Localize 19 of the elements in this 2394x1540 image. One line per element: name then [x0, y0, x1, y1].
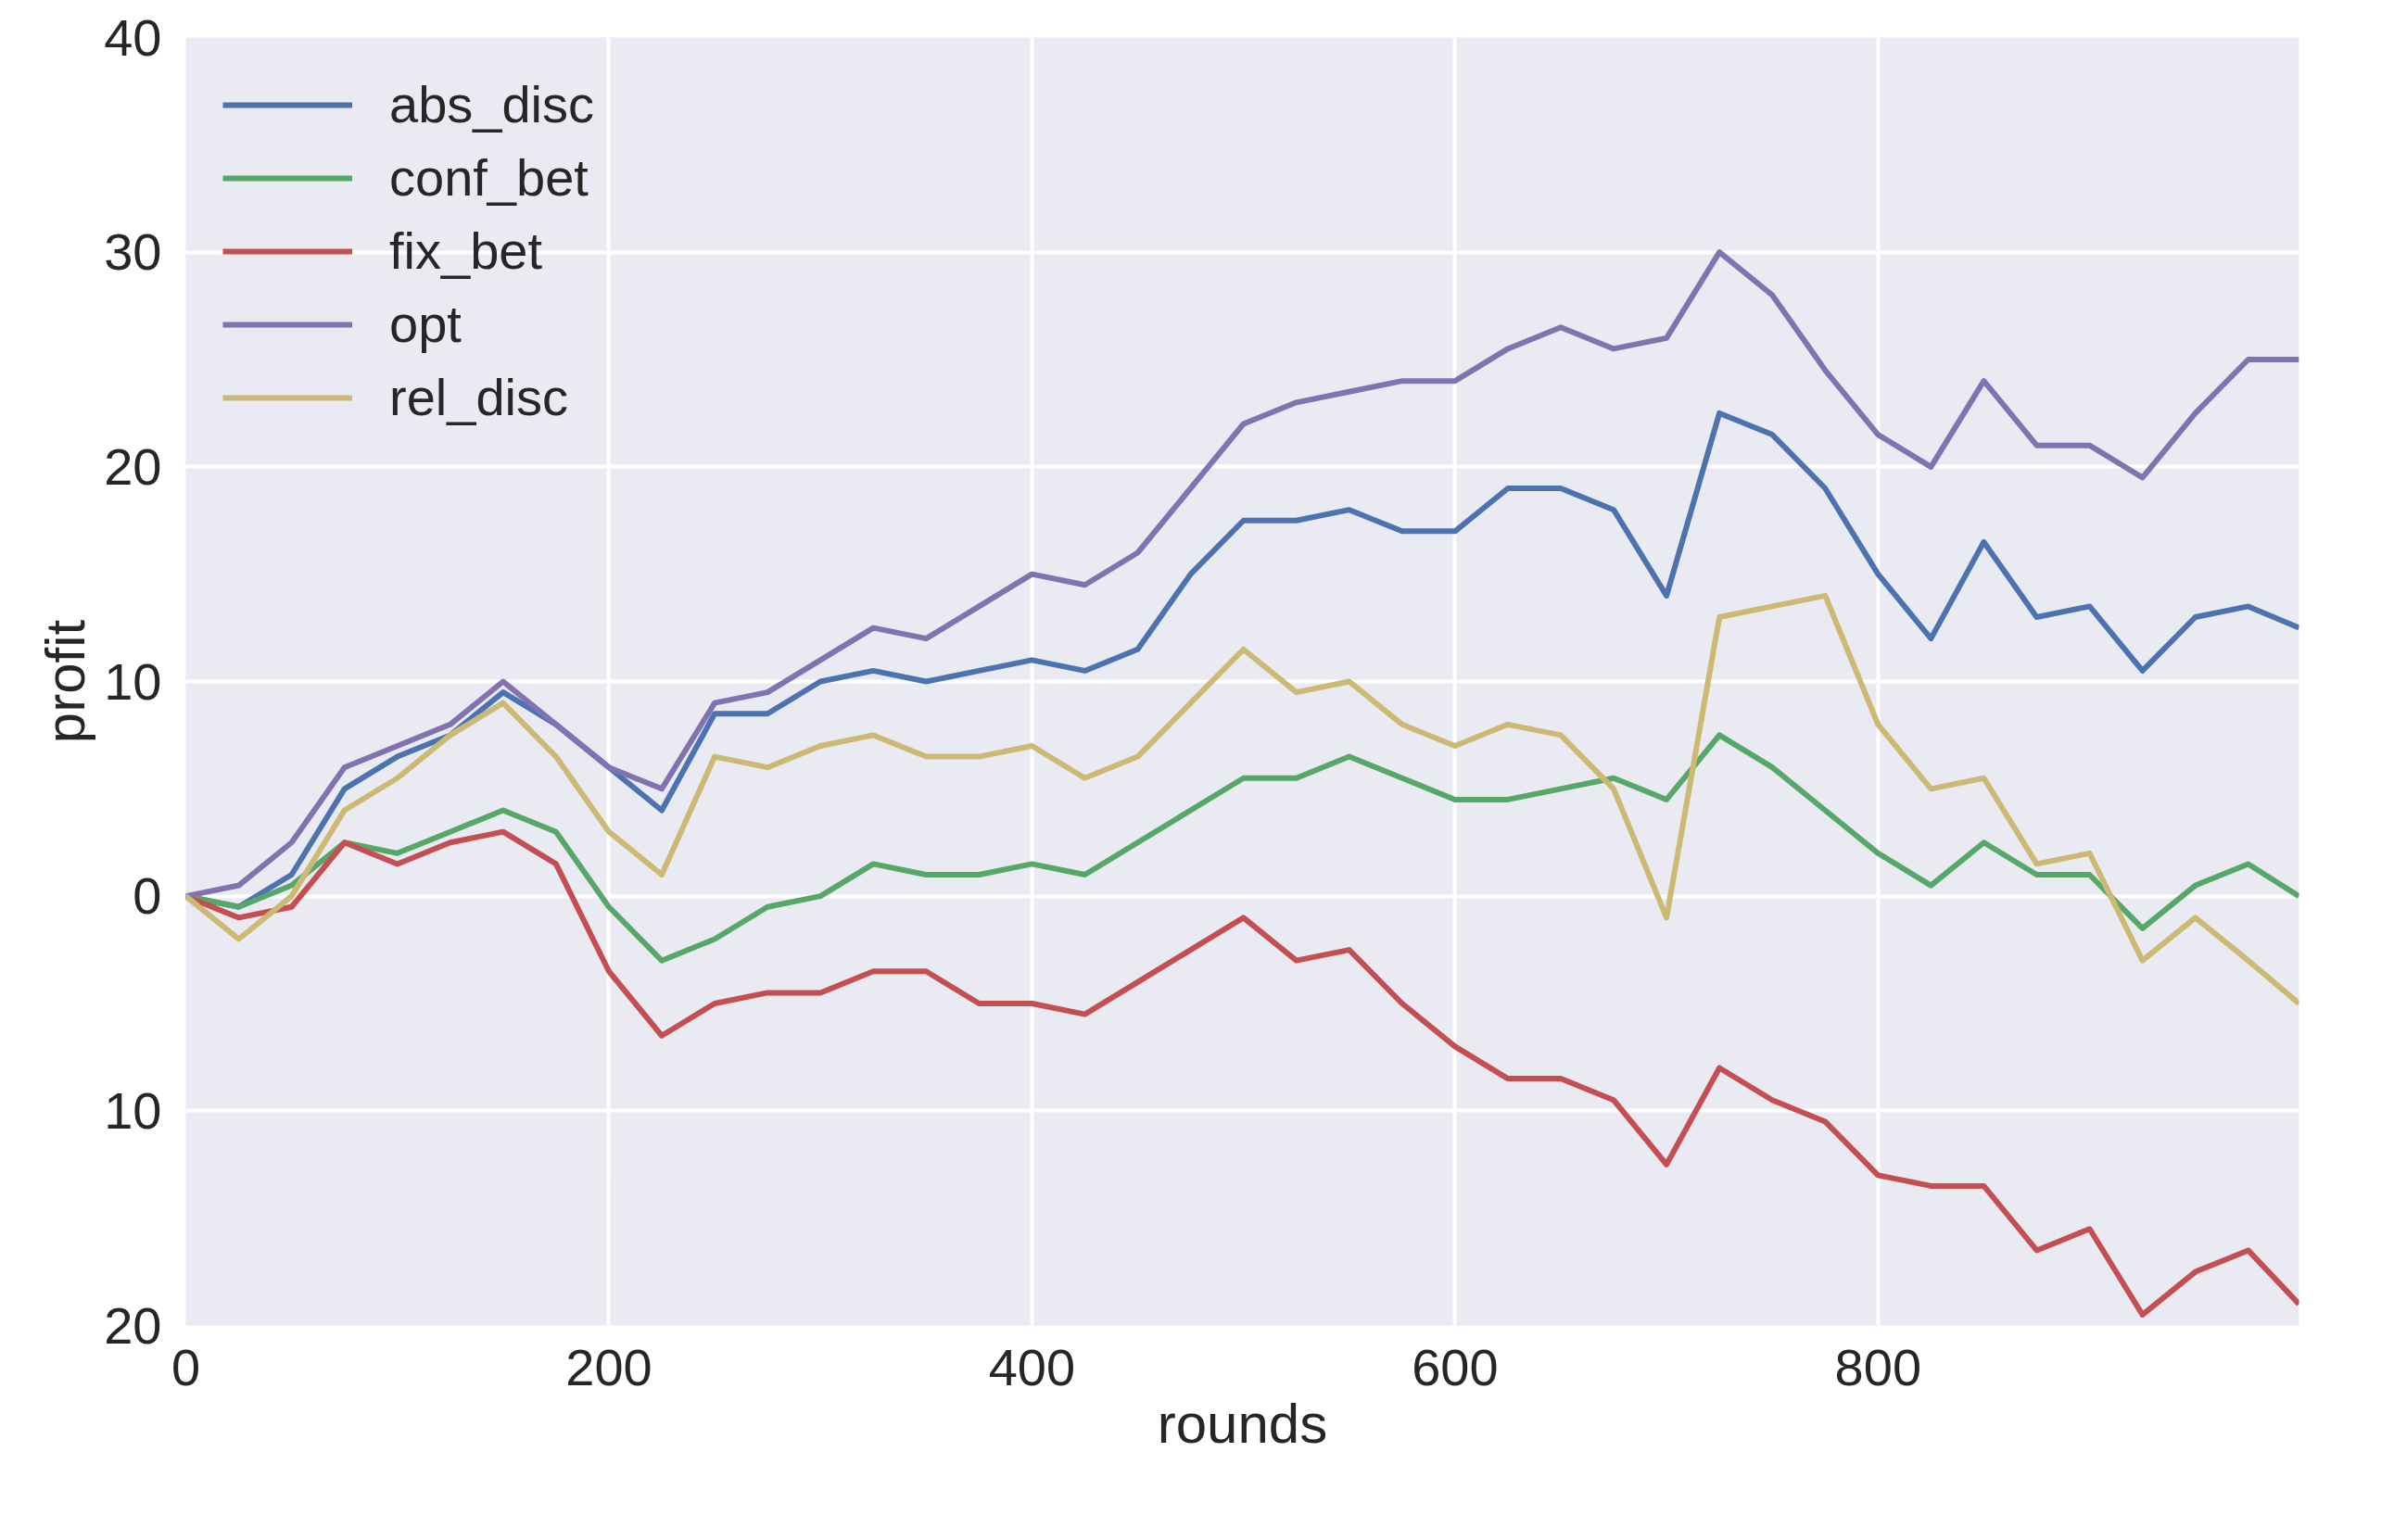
y-tick-label: 10: [104, 651, 162, 711]
y-tick-label: 20: [104, 436, 162, 496]
legend-label: opt: [389, 294, 462, 354]
y-tick-label: 10: [104, 1080, 162, 1140]
x-tick-label: 400: [988, 1337, 1076, 1396]
y-tick-label: 0: [133, 866, 162, 926]
legend-label: abs_disc: [389, 74, 595, 134]
x-tick-label: 200: [565, 1337, 652, 1396]
y-tick-label: 40: [104, 7, 162, 67]
legend-label: fix_bet: [389, 221, 542, 281]
legend-label: conf_bet: [389, 147, 589, 208]
legend-label: rel_disc: [389, 367, 568, 427]
x-axis-title: rounds: [1157, 1392, 1328, 1455]
y-axis-title: profit: [34, 619, 97, 744]
x-tick-label: 0: [171, 1337, 201, 1396]
y-tick-label: 20: [104, 1295, 162, 1355]
x-tick-label: 800: [1834, 1337, 1922, 1396]
x-tick-label: 600: [1412, 1337, 1499, 1396]
y-tick-label: 30: [104, 222, 162, 282]
